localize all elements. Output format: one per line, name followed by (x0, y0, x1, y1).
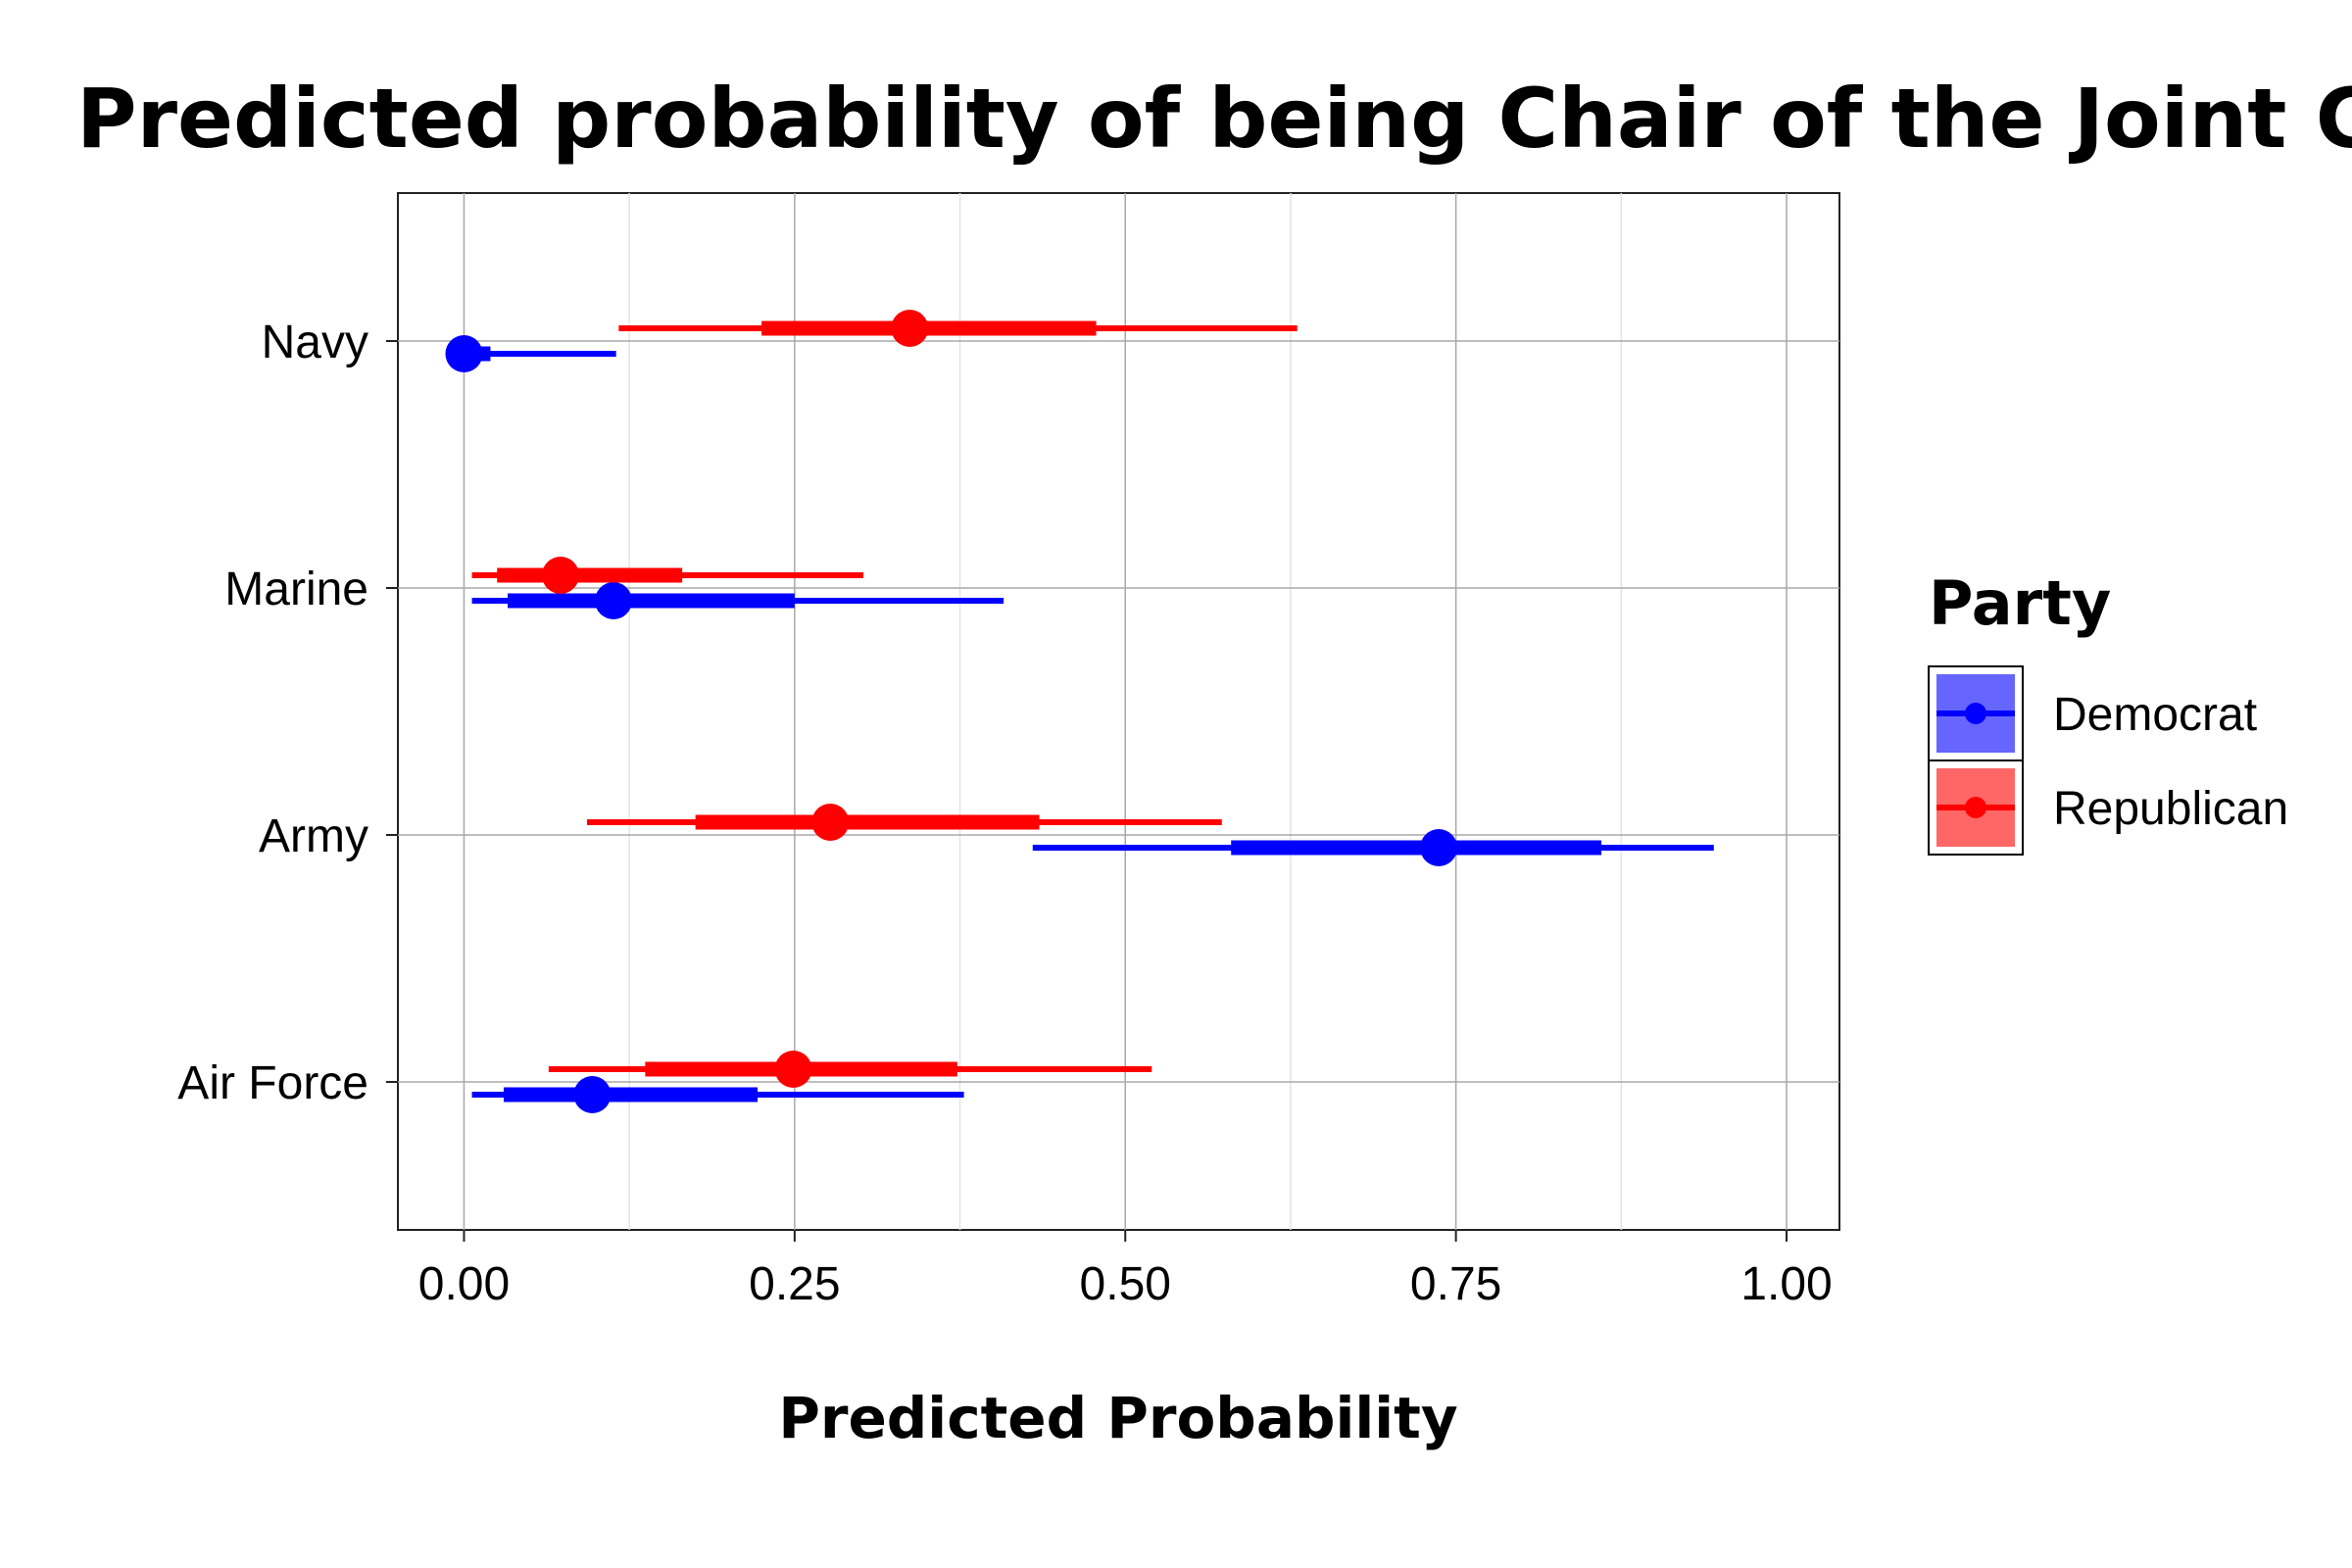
legend-items: Democrat Republican (1928, 665, 2288, 856)
point-estimate-democrat-air-force (573, 1076, 612, 1113)
y-tick-label: Navy (262, 317, 368, 368)
grid (398, 193, 1839, 1230)
legend-key-point (1965, 703, 1986, 724)
x-axis-title: Predicted Probability (778, 1385, 1457, 1451)
x-tick-label: 0.25 (749, 1258, 840, 1310)
y-tick-label: Air Force (177, 1057, 368, 1109)
x-tick-label: 1.00 (1740, 1258, 1832, 1310)
y-axis: Navy Marine Army Air Force (177, 317, 398, 1109)
legend-label: Democrat (2053, 689, 2257, 741)
point-estimate-republican-air-force (774, 1051, 812, 1088)
point-estimate-republican-marine (541, 557, 579, 594)
point-estimate-democrat-army (1420, 829, 1458, 866)
x-tick-label: 0.75 (1410, 1258, 1501, 1310)
plot-area: Navy Marine Army Air Force 0.00 0.25 0.50 0.75… (177, 192, 1840, 1310)
panel-border (397, 192, 1840, 1231)
chart-title: Predicted probability of being Chair of … (76, 71, 2352, 167)
point-estimate-democrat-navy (445, 335, 483, 372)
legend-title: Party (1929, 567, 2111, 639)
y-tick-label: Army (259, 810, 368, 862)
x-tick-label: 0.50 (1080, 1258, 1171, 1310)
point-estimate-republican-navy (891, 310, 929, 347)
x-tick-label: 0.00 (418, 1258, 510, 1310)
x-axis: 0.00 0.25 0.50 0.75 1.00 (418, 1230, 1833, 1310)
legend-label: Republican (2053, 783, 2288, 835)
legend: Party Democrat Republican (1928, 567, 2288, 856)
legend-key-point (1965, 797, 1986, 818)
data-marks (445, 310, 1714, 1113)
point-estimate-democrat-marine (594, 582, 632, 619)
point-estimate-republican-army (811, 804, 850, 841)
y-tick-label: Marine (224, 564, 368, 615)
